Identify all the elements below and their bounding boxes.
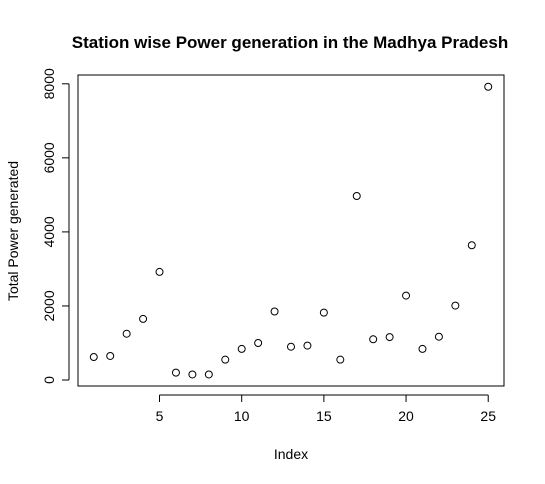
x-tick-label: 20 [398, 408, 414, 424]
data-point [106, 351, 115, 360]
data-point [336, 355, 345, 364]
y-axis-label: Total Power generated [5, 161, 21, 301]
data-point [139, 314, 148, 323]
data-point [287, 342, 295, 351]
x-axis-label: Index [274, 446, 308, 462]
y-tick-label: 0 [41, 376, 57, 384]
data-point [254, 338, 263, 347]
data-point [237, 344, 246, 353]
data-points [89, 82, 493, 379]
data-point [188, 370, 197, 379]
y-tick-label: 8000 [41, 68, 57, 99]
data-point [319, 308, 328, 317]
data-point [484, 82, 493, 91]
data-point [434, 332, 443, 341]
data-point [467, 241, 476, 250]
data-point [270, 307, 279, 316]
plot-frame [77, 74, 505, 387]
data-point [402, 291, 411, 300]
data-point [369, 335, 378, 344]
data-point [303, 341, 312, 350]
data-point [451, 301, 460, 310]
data-point [155, 267, 164, 276]
data-point [221, 355, 230, 364]
x-tick-label: 5 [156, 408, 164, 424]
y-axis: 0 2000 4000 6000 8000 [41, 68, 70, 384]
data-point [89, 353, 98, 362]
data-point [171, 368, 180, 377]
data-point [204, 370, 213, 379]
x-tick-label: 25 [480, 408, 496, 424]
data-point [385, 333, 394, 342]
y-tick-label: 4000 [41, 216, 57, 247]
y-tick-label: 2000 [41, 290, 57, 321]
x-axis: 5 10 15 20 25 [156, 394, 496, 424]
x-tick-label: 10 [234, 408, 250, 424]
data-point [122, 329, 131, 338]
x-tick-label: 15 [316, 408, 332, 424]
chart-title: Station wise Power generation in the Mad… [72, 33, 508, 52]
y-tick-label: 6000 [41, 142, 57, 173]
data-point [352, 191, 361, 200]
data-point [418, 344, 427, 353]
